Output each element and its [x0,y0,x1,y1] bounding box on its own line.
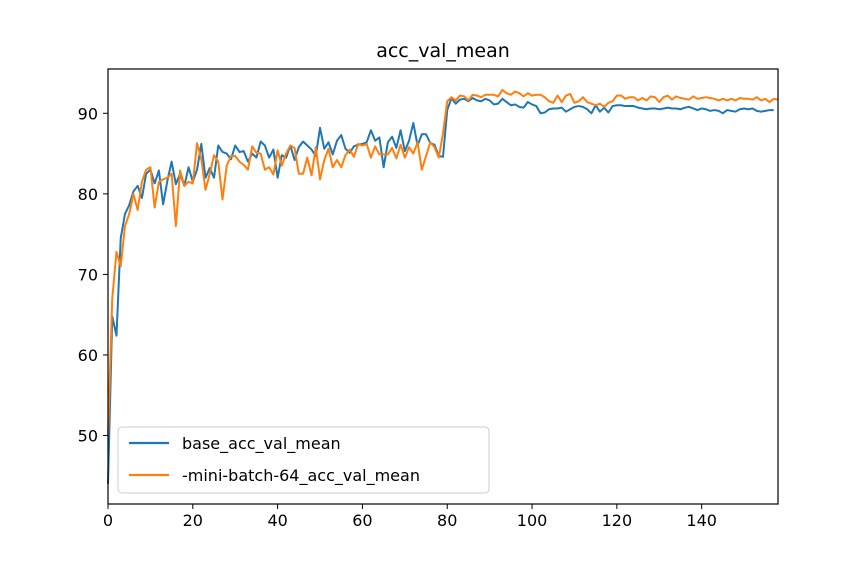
x-tick-label: 120 [602,511,633,530]
x-tick-label: 20 [183,511,203,530]
x-tick-label: 60 [352,511,372,530]
series-line-1 [107,88,779,436]
x-tick-label: 100 [517,511,548,530]
y-axis-ticks: 50 60 70 80 90 [78,104,108,446]
x-axis-ticks: 0 20 40 60 80 100 120 140 [103,504,717,530]
legend: base_acc_val_mean -mini-batch-64_acc_val… [117,426,490,494]
y-tick-label: 70 [78,265,98,284]
x-tick-label: 80 [437,511,457,530]
y-tick-label: 90 [78,104,98,123]
x-tick-label: 40 [267,511,287,530]
legend-label-mini-batch-64: -mini-batch-64_acc_val_mean [182,466,420,486]
plot-frame [107,68,779,505]
plot-lines [107,88,779,484]
series-line-0 [107,97,774,484]
chart-title: acc_val_mean [376,40,510,62]
y-tick-label: 50 [78,427,98,446]
y-tick-label: 60 [78,346,98,365]
y-tick-label: 80 [78,185,98,204]
legend-box [117,426,490,494]
x-tick-label: 0 [103,511,113,530]
legend-label-base: base_acc_val_mean [182,434,341,454]
x-tick-label: 140 [686,511,717,530]
